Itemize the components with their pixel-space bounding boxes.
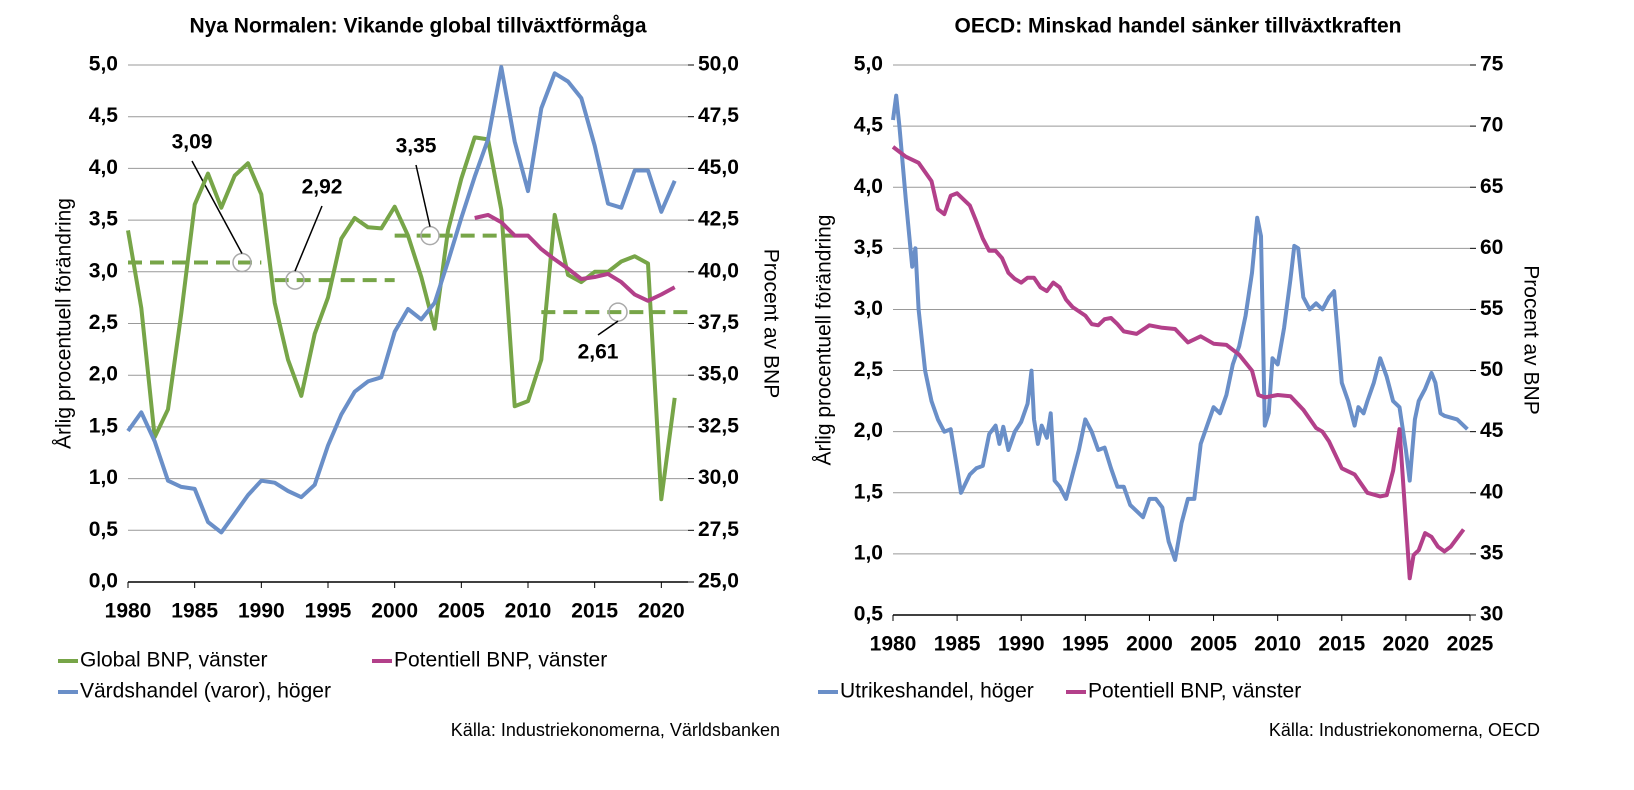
x-tick-label: 2020: [1383, 633, 1430, 656]
y-tick-label: 5,0: [854, 53, 883, 76]
x-tick-label: 2000: [371, 600, 418, 623]
y-tick-label: 4,5: [854, 114, 884, 137]
y2-tick-label: 35: [1480, 541, 1504, 564]
y2-tick-label: 40,0: [698, 259, 739, 282]
leader-line: [294, 205, 323, 272]
y2-tick-label: 37,5: [698, 311, 739, 334]
chart-title: OECD: Minskad handel sänker tillväxtkraf…: [955, 15, 1402, 38]
x-tick-label: 2020: [638, 600, 685, 623]
x-tick-label: 2010: [1254, 633, 1301, 656]
y-tick-label: 2,0: [89, 363, 118, 386]
y2-tick-label: 30,0: [698, 466, 739, 489]
y-axis-label: Årlig procentuell förändring: [813, 215, 836, 466]
y-tick-label: 2,5: [89, 311, 119, 334]
y-tick-label: 1,0: [89, 466, 118, 489]
x-tick-label: 1985: [171, 600, 218, 623]
y-tick-label: 3,0: [854, 297, 883, 320]
y2-tick-label: 75: [1480, 53, 1504, 76]
x-tick-label: 1990: [998, 633, 1045, 656]
series-line: [126, 65, 677, 535]
y-tick-label: 3,5: [89, 208, 119, 231]
y-tick-label: 0,5: [89, 518, 119, 541]
legend-label: Potentiell BNP, vänster: [1088, 680, 1301, 703]
y2-tick-label: 65: [1480, 175, 1504, 198]
y2-tick-label: 47,5: [698, 104, 739, 127]
y-tick-label: 0,0: [89, 570, 118, 593]
y2-tick-label: 27,5: [698, 518, 739, 541]
annotation-label: 3,35: [396, 135, 437, 158]
y-axis-label: Årlig procentuell förändring: [53, 198, 76, 449]
chart-title: Nya Normalen: Vikande global tillväxtför…: [189, 15, 646, 38]
y2-axis-label: Procent av BNP: [759, 249, 782, 398]
y2-tick-label: 55: [1480, 297, 1504, 320]
y-tick-label: 3,5: [854, 236, 884, 259]
x-tick-label: 2005: [1190, 633, 1237, 656]
y-tick-label: 0,5: [854, 603, 884, 626]
y-tick-label: 2,5: [854, 358, 884, 381]
annotation-label: 2,61: [578, 341, 619, 364]
legend-label: Värdshandel (varor), höger: [80, 680, 331, 703]
y-tick-label: 1,5: [89, 414, 119, 437]
y-tick-label: 1,5: [854, 480, 884, 503]
x-tick-label: 2000: [1126, 633, 1173, 656]
x-tick-label: 2015: [1318, 633, 1365, 656]
legend-label: Potentiell BNP, vänster: [394, 649, 607, 672]
y2-tick-label: 70: [1480, 114, 1503, 137]
x-tick-label: 1980: [870, 633, 917, 656]
series-line: [474, 212, 676, 303]
legend-label: Global BNP, vänster: [80, 649, 268, 672]
y-tick-label: 3,0: [89, 259, 118, 282]
x-tick-label: 1995: [1062, 633, 1109, 656]
leader-line: [415, 164, 431, 227]
leader-line: [191, 160, 243, 254]
source: Källa: Industriekonomerna, Världsbanken: [451, 720, 780, 740]
x-tick-label: 2025: [1447, 633, 1494, 656]
x-tick-label: 1990: [238, 600, 285, 623]
y2-tick-label: 60: [1480, 236, 1503, 259]
annotation-label: 2,92: [302, 176, 343, 199]
annotation-label: 3,09: [172, 131, 213, 154]
series-line: [891, 145, 1466, 581]
y-tick-label: 4,0: [854, 175, 883, 198]
y-tick-label: 4,0: [89, 156, 118, 179]
x-tick-label: 1985: [934, 633, 981, 656]
y-tick-label: 1,0: [854, 541, 883, 564]
source: Källa: Industriekonomerna, OECD: [1269, 720, 1540, 740]
y2-tick-label: 40: [1480, 480, 1503, 503]
y2-tick-label: 45: [1480, 419, 1504, 442]
legend-label: Utrikeshandel, höger: [840, 680, 1034, 703]
y2-tick-label: 50: [1480, 358, 1503, 381]
series-line: [891, 93, 1469, 562]
x-tick-label: 1995: [305, 600, 352, 623]
y2-tick-label: 30: [1480, 603, 1503, 626]
y2-tick-label: 35,0: [698, 363, 739, 386]
y-tick-label: 4,5: [89, 104, 119, 127]
y2-tick-label: 50,0: [698, 53, 739, 76]
y2-axis-label: Procent av BNP: [1519, 265, 1542, 414]
leader-line: [597, 320, 619, 336]
x-tick-label: 2010: [505, 600, 552, 623]
y2-tick-label: 32,5: [698, 414, 739, 437]
y2-tick-label: 42,5: [698, 208, 739, 231]
y-tick-label: 2,0: [854, 419, 883, 442]
y2-tick-label: 25,0: [698, 570, 739, 593]
y-tick-label: 5,0: [89, 53, 118, 76]
x-tick-label: 2005: [438, 600, 485, 623]
x-tick-label: 1980: [105, 600, 152, 623]
y2-tick-label: 45,0: [698, 156, 739, 179]
x-tick-label: 2015: [571, 600, 618, 623]
